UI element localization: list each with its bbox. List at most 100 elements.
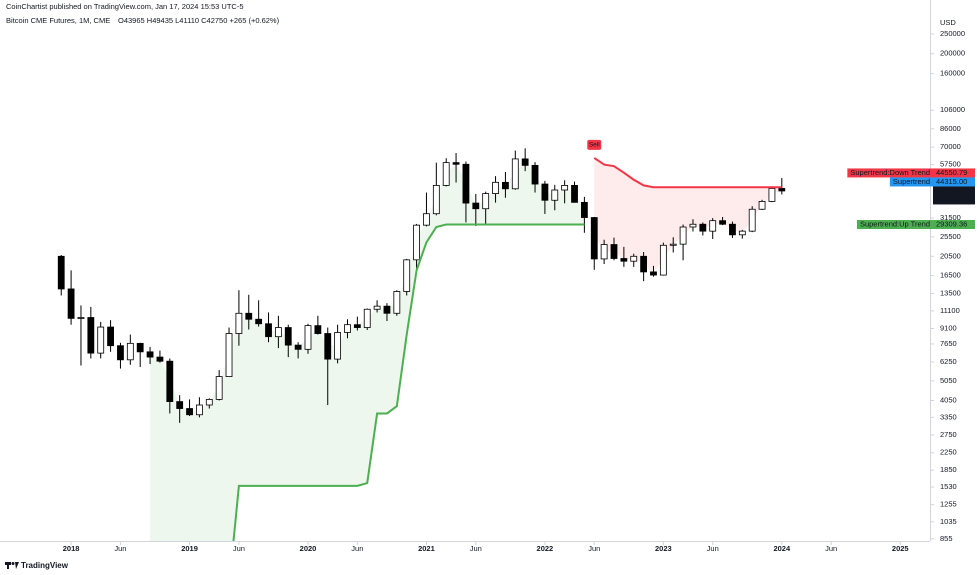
price-label-box <box>933 186 975 205</box>
y-tick-label: 2750 <box>940 430 957 439</box>
candle-body <box>126 342 134 361</box>
candle-body <box>403 259 411 292</box>
candle-body <box>462 163 470 204</box>
candle-body <box>778 188 786 192</box>
x-tick-label: 2018 <box>63 544 80 553</box>
candle-body <box>768 188 776 202</box>
candle-body <box>67 288 75 319</box>
y-tick-label: 4050 <box>940 395 957 404</box>
x-tick-label: 2024 <box>773 544 791 553</box>
candle-body <box>146 351 154 358</box>
x-tick-label: 2021 <box>418 544 435 553</box>
trend-fill <box>150 162 585 541</box>
candle-body <box>650 271 657 276</box>
candle-body <box>413 224 420 261</box>
price-label-name: Supertrend:Up Trend <box>856 220 933 230</box>
x-tick-label: Jun <box>351 544 363 553</box>
x-tick-label: Jun <box>588 544 600 553</box>
candle-body <box>353 324 361 328</box>
y-tick-label: 70000 <box>940 142 961 151</box>
candle-body <box>502 181 509 190</box>
candle-body <box>314 325 322 334</box>
candle-body <box>442 162 450 186</box>
candle-body <box>580 201 588 218</box>
candle-body <box>758 201 766 210</box>
y-tick-label: 11100 <box>940 306 960 315</box>
price-label-value: 42750 <box>936 186 957 195</box>
y-tick-label: 1850 <box>940 465 957 474</box>
trend-line <box>232 223 585 541</box>
candle-body <box>531 164 539 185</box>
trend-fill <box>594 157 782 274</box>
price-label-name-text: Supertrend <box>893 177 930 186</box>
candle-body <box>205 399 213 406</box>
y-tick-label: 1035 <box>940 517 957 526</box>
publisher-note: CoinChartist published on TradingView.co… <box>6 2 244 11</box>
candle-body <box>659 244 667 276</box>
y-tick-label: 855 <box>940 534 953 543</box>
candle-body <box>640 255 648 273</box>
candle-body <box>610 244 618 259</box>
price-label-value: 29309.36 <box>936 220 967 229</box>
price-label-countdown: 14d 2h <box>936 195 959 204</box>
y-tick-label: 86000 <box>940 124 961 133</box>
candle-body <box>511 158 519 190</box>
candle-body <box>117 345 124 361</box>
candle-body <box>600 244 608 260</box>
x-tick-label: Jun <box>825 544 837 553</box>
y-tick-label: 3350 <box>940 412 957 421</box>
y-tick-label: 20500 <box>940 251 961 260</box>
candle-body <box>255 318 263 325</box>
candle-body <box>235 312 243 334</box>
trend-line <box>593 157 782 189</box>
x-tick-label: Jun <box>233 544 245 553</box>
y-tick-label: 6250 <box>940 357 957 366</box>
candle-body <box>166 360 174 402</box>
candle-body <box>373 305 381 310</box>
candle-body <box>334 332 342 360</box>
price-label-name-box <box>889 177 933 187</box>
price-label-name-text: Supertrend:Up Trend <box>860 220 930 229</box>
y-tick-label: 9100 <box>940 323 957 332</box>
y-tick-label: 160000 <box>940 69 965 78</box>
price-label-box <box>933 220 975 230</box>
candle-body <box>156 356 164 362</box>
price-label-name: Supertrend:Down Trend <box>847 168 933 178</box>
candle-body <box>87 317 95 354</box>
x-tick-label: 2025 <box>892 544 909 553</box>
candle-body <box>274 327 282 338</box>
candle-body <box>77 317 85 319</box>
y-tick-label: 16500 <box>940 271 961 280</box>
x-tick-label: 2020 <box>300 544 317 553</box>
candle-body <box>363 308 371 328</box>
candle-body <box>324 333 332 360</box>
candle-body <box>294 344 302 350</box>
price-label-box <box>933 177 975 187</box>
candle-body <box>186 408 193 416</box>
x-tick-label: 2023 <box>655 544 672 553</box>
x-tick-label: Jun <box>470 544 482 553</box>
candle-body <box>215 376 223 400</box>
candle-body <box>482 193 490 210</box>
y-tick-label: 200000 <box>940 49 965 58</box>
candle-body <box>679 226 687 245</box>
x-tick-label: Jun <box>114 544 126 553</box>
price-label-name-text: Supertrend:Down Trend <box>850 168 930 177</box>
price-label-name: Supertrend <box>889 177 933 187</box>
candle-body <box>393 291 401 314</box>
candle-body <box>729 223 736 236</box>
candle-body <box>284 327 292 346</box>
x-tick-label: 2019 <box>181 544 198 553</box>
candle-body <box>561 185 569 191</box>
candle-body <box>107 326 114 347</box>
candle-body <box>383 305 391 314</box>
candle-body <box>452 162 460 165</box>
y-tick-label: 13500 <box>940 288 961 297</box>
candle-body <box>738 230 746 236</box>
brand-name: TradingView <box>21 561 69 570</box>
x-tick-label: 2022 <box>537 544 554 553</box>
x-tick-label: Jun <box>707 544 719 553</box>
candle-body <box>689 223 697 228</box>
